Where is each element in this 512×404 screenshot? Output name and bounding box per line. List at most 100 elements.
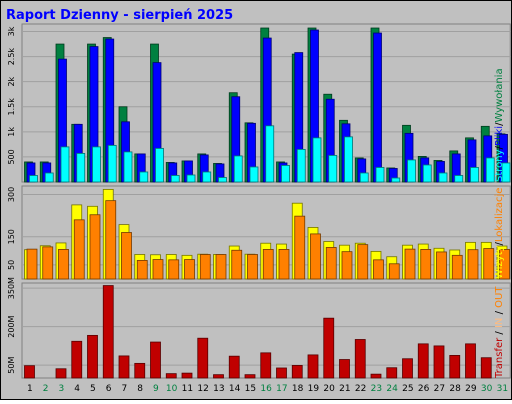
bar-visits-lokalizacje — [121, 232, 132, 280]
x-tick-label: 29 — [465, 384, 477, 394]
bar-visits-lokalizacje — [341, 251, 353, 280]
bar-requests-strony — [391, 177, 401, 183]
chart-title: Raport Dzienny - sierpień 2025 — [6, 8, 233, 23]
bar-transfer-transfer — [24, 365, 35, 379]
bar-visits-lokalizacje — [294, 215, 306, 280]
bar-visits-lokalizacje — [168, 259, 180, 280]
legend-requests: Strony/Pliki/Wywołania — [494, 68, 505, 182]
bar-requests-strony — [359, 172, 369, 183]
bar-visits-lokalizacje — [152, 259, 164, 280]
bar-transfer-transfer — [276, 367, 287, 379]
x-tick-label: 1 — [27, 384, 33, 394]
bar-visits-lokalizacje — [451, 254, 463, 280]
bar-transfer-transfer — [465, 343, 476, 379]
bar-visits-lokalizacje — [404, 248, 416, 280]
x-tick-label: 22 — [355, 384, 366, 394]
bar-transfer-transfer — [260, 352, 272, 379]
y-tick-label: 1k — [7, 127, 16, 137]
bar-visits-lokalizacje — [73, 219, 85, 280]
bar-requests-pliki — [373, 32, 382, 183]
bar-transfer-transfer — [197, 337, 209, 379]
bar-requests-strony — [170, 175, 180, 183]
x-tick-label: 14 — [229, 384, 241, 394]
bar-transfer-transfer — [386, 367, 398, 379]
bar-requests-strony — [501, 162, 511, 183]
bar-visits-lokalizacje — [467, 249, 479, 280]
legend-separator: / — [494, 328, 505, 338]
y-tick-label: 200M — [7, 315, 16, 337]
x-tick-label: 13 — [213, 384, 224, 394]
bar-requests-strony — [92, 146, 101, 183]
bar-transfer-transfer — [118, 355, 130, 379]
bar-transfer-transfer — [134, 362, 146, 379]
y-tick-label: 500 — [7, 149, 16, 164]
bar-visits-lokalizacje — [357, 244, 369, 280]
bar-requests-strony — [202, 171, 212, 183]
legend-entry-strony: Strony — [494, 149, 505, 182]
bar-transfer-transfer — [102, 285, 114, 379]
bar-visits-lokalizacje — [420, 249, 432, 280]
legend-transfer: Transfer / IN / OUT — [494, 286, 505, 379]
x-tick-label: 28 — [449, 384, 461, 394]
bar-transfer-transfer — [71, 340, 83, 379]
bar-transfer-transfer — [449, 355, 461, 379]
y-tick-label: 350M — [7, 277, 16, 299]
bar-requests-strony — [375, 167, 385, 183]
x-tick-label: 11 — [182, 384, 193, 394]
chart-legends: Strony/Pliki/Wywołania Wizyty/Lokalizacje… — [494, 68, 505, 379]
bar-requests-strony — [422, 164, 432, 183]
chart-panels: 500 1k 1.5k 2k 2.5k 3k 50 150 300 50M 200M 350M — [7, 23, 511, 379]
bar-visits-lokalizacje — [499, 249, 510, 280]
legend-separator: / — [494, 122, 505, 126]
bar-visits-lokalizacje — [184, 259, 195, 280]
bar-transfer-transfer — [55, 368, 67, 379]
x-tick-label: 19 — [308, 384, 320, 394]
legend-visits: Wizyty/Lokalizacje — [494, 188, 505, 279]
bar-transfer-transfer — [228, 355, 240, 379]
x-tick-label: 24 — [386, 384, 398, 394]
legend-entry-wywołania: Wywołania — [494, 68, 505, 122]
x-tick-label: 17 — [276, 384, 287, 394]
x-tick-label: 12 — [197, 384, 208, 394]
x-tick-label: 10 — [166, 384, 178, 394]
panel-transfer: 50M 200M 350M — [7, 277, 511, 379]
bar-requests-strony — [107, 144, 117, 183]
bar-visits-lokalizacje — [262, 249, 274, 280]
x-tick-label: 15 — [245, 384, 256, 394]
bar-requests-strony — [344, 136, 353, 183]
bar-visits-lokalizacje — [388, 263, 400, 280]
legend-separator: / — [494, 145, 505, 149]
bar-visits-lokalizacje — [58, 249, 69, 280]
bar-transfer-transfer — [213, 374, 224, 379]
bar-requests-strony — [186, 174, 196, 183]
x-tick-label: 3 — [59, 384, 65, 394]
bar-visits-lokalizacje — [310, 233, 321, 280]
bar-requests-strony — [328, 155, 338, 183]
legend-entry-in: IN — [494, 318, 505, 328]
x-tick-label: 31 — [497, 384, 508, 394]
legend-entry-out: OUT — [494, 286, 505, 308]
bar-visits-lokalizacje — [105, 200, 117, 280]
x-tick-label: 27 — [434, 384, 445, 394]
bar-transfer-transfer — [339, 359, 350, 379]
bar-requests-strony — [155, 147, 164, 183]
bar-requests-strony — [454, 175, 464, 183]
bar-visits-lokalizacje — [483, 248, 495, 280]
legend-entry-wizyty: Wizyty — [494, 245, 505, 279]
bar-requests-strony — [407, 159, 416, 183]
bar-requests-strony — [123, 151, 133, 183]
bar-visits-lokalizacje — [26, 248, 38, 280]
bar-transfer-transfer — [307, 354, 319, 379]
bar-requests-strony — [139, 171, 149, 183]
bar-requests-strony — [29, 175, 38, 183]
bar-requests-strony — [438, 172, 448, 183]
bar-visits-lokalizacje — [231, 249, 243, 280]
bar-transfer-transfer — [402, 358, 413, 379]
bar-visits-lokalizacje — [199, 254, 211, 280]
x-tick-label: 18 — [292, 384, 304, 394]
bar-requests-strony — [233, 155, 243, 183]
bar-requests-strony — [296, 148, 306, 183]
x-tick-label: 26 — [418, 384, 430, 394]
